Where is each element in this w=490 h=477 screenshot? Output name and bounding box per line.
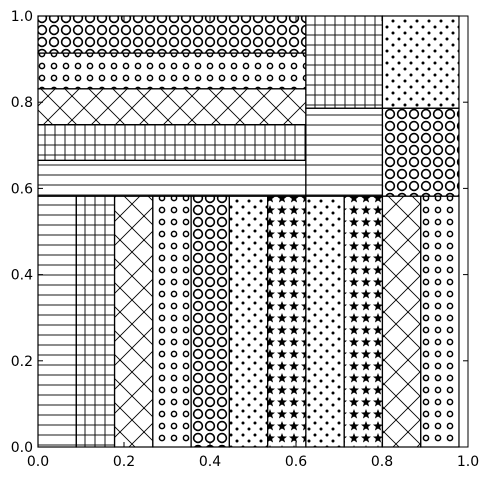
treemap-rect-19 (381, 15, 460, 109)
axis-tick-labels: 0.0 0.2 0.4 0.6 0.8 1.0 0.0 0.2 0.4 0.6 0.8 1.0 (11, 9, 479, 470)
treemap-rect-16 (305, 107, 384, 197)
x-tick-label: 0.6 (285, 454, 307, 470)
y-tick-label: 0.6 (11, 181, 33, 197)
x-tick-label: 0.2 (113, 454, 135, 470)
x-tick-label: 0.8 (371, 454, 393, 470)
x-tick-label: 1.0 (457, 454, 479, 470)
treemap-rect-2 (113, 195, 154, 448)
y-tick-label: 0.0 (11, 440, 33, 456)
treemap-rect-18 (381, 107, 460, 197)
plot-frame (37, 15, 469, 448)
treemap-rect-6 (267, 195, 307, 448)
treemap-rect-1 (75, 195, 116, 448)
y-tick-label: 1.0 (11, 9, 33, 25)
treemap-rect-14 (37, 52, 307, 90)
x-tick-label: 0.4 (199, 454, 221, 470)
treemap-rect-9 (381, 195, 422, 448)
y-tick-label: 0.4 (11, 268, 33, 284)
treemap-rect-17 (305, 15, 384, 109)
treemap-rect-10 (420, 195, 460, 448)
treemap-rect-13 (37, 88, 307, 126)
treemap-rect-0 (37, 195, 77, 448)
treemap-rect-3 (152, 195, 192, 448)
treemap-rect-8 (343, 195, 384, 448)
treemap-rect-11 (37, 159, 307, 197)
treemap-rect-12 (37, 124, 307, 161)
treemap-rect-15 (37, 15, 307, 54)
treemap-rect-4 (190, 195, 230, 448)
treemap-rect-5 (228, 195, 269, 448)
y-tick-label: 0.8 (11, 95, 33, 111)
x-tick-label: 0.0 (27, 454, 49, 470)
treemap-rects (37, 15, 460, 448)
treemap-rect-7 (305, 195, 345, 448)
y-tick-label: 0.2 (11, 354, 33, 370)
axis-ticks (37, 15, 469, 448)
